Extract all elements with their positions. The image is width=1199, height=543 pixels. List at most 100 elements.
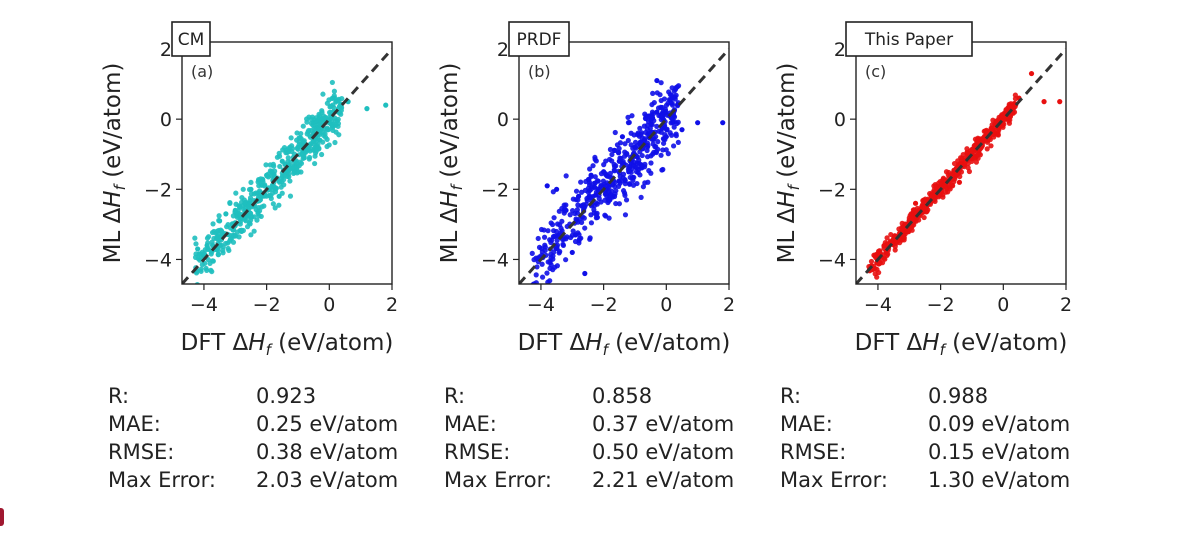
x-tick-label: −4 xyxy=(864,294,892,316)
data-point xyxy=(695,120,701,126)
data-point xyxy=(674,120,680,127)
data-point xyxy=(969,148,975,154)
data-point xyxy=(195,246,201,252)
data-point xyxy=(587,166,593,172)
data-point xyxy=(301,155,307,161)
data-point xyxy=(613,200,619,207)
data-point xyxy=(578,179,584,185)
r-label: R: xyxy=(444,384,466,408)
data-point xyxy=(591,207,597,213)
y-tick-label: 0 xyxy=(160,109,172,131)
data-point xyxy=(215,251,221,258)
y-tick-label: 2 xyxy=(497,39,509,61)
data-point xyxy=(567,212,573,218)
data-point xyxy=(564,223,570,230)
data-point xyxy=(946,182,952,188)
data-point xyxy=(227,238,233,244)
data-point xyxy=(607,197,613,203)
data-point xyxy=(632,144,638,150)
data-point xyxy=(654,123,660,129)
x-axis-label: DFT ΔHf (eV/atom) xyxy=(855,330,1068,359)
data-point xyxy=(576,236,583,242)
data-point xyxy=(622,181,628,187)
data-point xyxy=(312,153,318,159)
data-point xyxy=(1001,121,1007,127)
data-point xyxy=(260,178,266,185)
data-point xyxy=(673,92,679,98)
data-point xyxy=(335,98,341,104)
r-label: R: xyxy=(108,384,130,408)
data-point xyxy=(551,215,557,221)
data-point xyxy=(629,113,635,119)
identity-line xyxy=(856,48,1066,284)
data-point xyxy=(612,129,618,136)
scatter-panel-1: −4 −2 0 2 −4 −2 0 2 DFT ΔHf (eV/atom) ML ΔHf (eV/… xyxy=(100,21,398,359)
data-point xyxy=(955,158,961,164)
data-point xyxy=(891,235,897,242)
y-tick-label: 2 xyxy=(834,39,846,61)
data-point xyxy=(1000,113,1006,119)
method-badge-label: CM xyxy=(178,30,205,50)
data-point xyxy=(205,234,212,240)
data-point xyxy=(534,264,540,270)
data-point xyxy=(193,251,199,257)
data-point xyxy=(209,239,215,245)
data-point xyxy=(572,232,579,238)
data-point xyxy=(555,221,561,227)
data-point xyxy=(227,199,233,206)
data-point xyxy=(319,151,325,158)
y-tick-label: −2 xyxy=(818,179,846,201)
y-tick-label: −2 xyxy=(144,179,172,201)
data-point xyxy=(1057,99,1063,105)
data-point xyxy=(588,220,595,226)
data-point xyxy=(267,162,273,168)
data-point xyxy=(634,180,640,187)
data-point xyxy=(192,235,198,241)
data-point xyxy=(276,153,283,159)
data-point xyxy=(940,194,946,200)
data-point xyxy=(550,253,556,259)
data-point xyxy=(900,225,906,231)
data-point xyxy=(236,203,242,209)
scatter-panel-3: −4 −2 0 2 −4 −2 0 2 DFT ΔHf (eV/atom) ML ΔHf (eV/… xyxy=(774,21,1072,359)
x-tick-label: 0 xyxy=(997,294,1009,316)
data-point xyxy=(892,247,898,253)
data-point xyxy=(300,123,306,129)
rmse-value: 0.38 eV/atom xyxy=(256,440,399,464)
data-point xyxy=(642,180,648,186)
data-point xyxy=(582,225,588,231)
max-error-label: Max Error: xyxy=(780,468,888,492)
y-tick-label: −4 xyxy=(818,249,846,271)
data-point xyxy=(259,204,265,210)
data-point xyxy=(970,155,977,162)
data-point xyxy=(615,183,622,189)
y-tick-label: −2 xyxy=(481,179,509,201)
data-point xyxy=(966,168,973,175)
data-point xyxy=(624,151,630,158)
data-point xyxy=(609,151,615,158)
data-point xyxy=(650,90,656,96)
data-point xyxy=(964,150,970,156)
method-badge-label: This Paper xyxy=(864,30,953,50)
data-point xyxy=(281,177,287,183)
data-point xyxy=(541,234,548,240)
data-point xyxy=(268,193,274,199)
data-point xyxy=(638,194,644,200)
data-point xyxy=(588,194,594,201)
data-point xyxy=(664,126,670,132)
data-point xyxy=(901,233,907,239)
r-value: 0.988 xyxy=(928,384,989,408)
data-point xyxy=(332,139,338,146)
data-point xyxy=(233,190,239,196)
data-point xyxy=(563,207,569,213)
data-point xyxy=(663,108,669,115)
data-point xyxy=(658,152,664,158)
mae-label: MAE: xyxy=(780,412,833,436)
data-point xyxy=(598,182,605,189)
data-point xyxy=(720,120,726,126)
rmse-value: 0.50 eV/atom xyxy=(592,440,735,464)
stats-block-this-paper: R: 0.988 MAE: 0.09 eV/atom RMSE: 0.15 eV/at… xyxy=(780,382,1070,494)
data-point xyxy=(213,235,220,242)
data-point xyxy=(615,150,622,156)
data-point xyxy=(533,272,539,278)
